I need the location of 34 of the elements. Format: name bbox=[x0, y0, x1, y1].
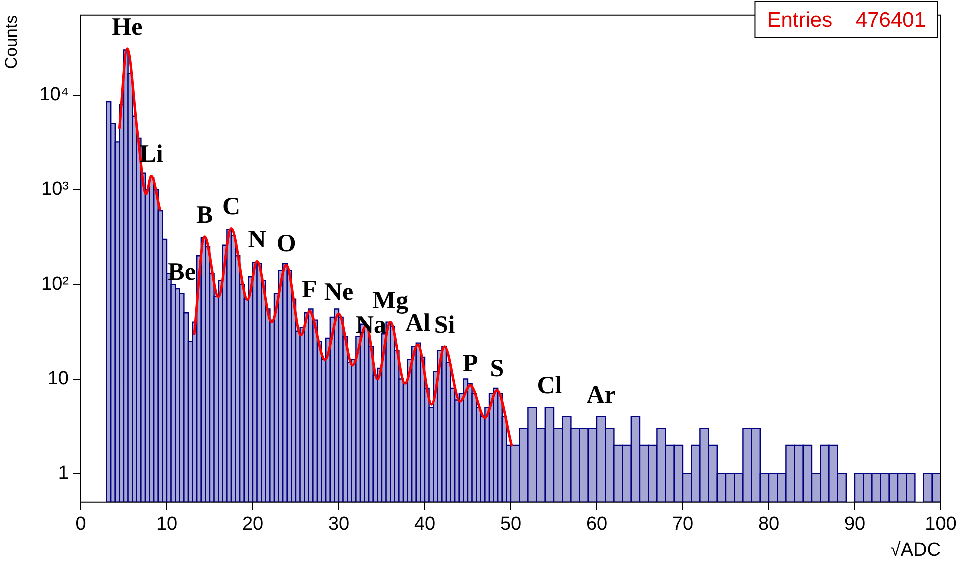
x-tick-label: 10 bbox=[156, 514, 178, 536]
y-tick-label: 10² bbox=[42, 274, 69, 295]
x-tick-label: 20 bbox=[242, 514, 264, 536]
annotation: Entries 476401 bbox=[767, 8, 926, 32]
y-tick-label: 10⁴ bbox=[40, 84, 69, 106]
annotation: Mg bbox=[372, 287, 410, 314]
annotation: B bbox=[196, 202, 214, 229]
annotation: O bbox=[276, 230, 296, 258]
y-tick-label: 10 bbox=[48, 368, 69, 390]
annotation: He bbox=[112, 14, 143, 41]
x-tick-label: 40 bbox=[414, 514, 436, 536]
x-tick-label: 30 bbox=[328, 514, 350, 536]
annotation: Cl bbox=[537, 372, 562, 400]
annotation: Ne bbox=[324, 278, 354, 306]
annotation: Ar bbox=[586, 382, 616, 409]
x-tick-label: 70 bbox=[672, 514, 694, 536]
annotation: S bbox=[490, 356, 504, 383]
x-tick-label: 100 bbox=[925, 514, 957, 536]
annotation: F bbox=[302, 276, 318, 304]
annotation: Na bbox=[356, 312, 388, 339]
annotation: Be bbox=[168, 258, 196, 286]
x-tick-label: 0 bbox=[76, 514, 86, 536]
x-axis-title: √ADC bbox=[890, 540, 941, 561]
x-tick-label: 50 bbox=[500, 514, 522, 536]
annotation: N bbox=[248, 226, 266, 254]
x-tick-label: 60 bbox=[586, 514, 608, 536]
y-axis-title: Counts bbox=[2, 15, 21, 70]
annotation: C bbox=[222, 194, 241, 221]
y-tick-label: 1 bbox=[58, 463, 69, 484]
annotation: P bbox=[462, 350, 478, 378]
y-tick-label: 10³ bbox=[42, 179, 69, 200]
x-tick-label: 90 bbox=[844, 514, 866, 536]
x-tick-label: 80 bbox=[758, 514, 780, 536]
annotation: Si bbox=[434, 312, 456, 339]
